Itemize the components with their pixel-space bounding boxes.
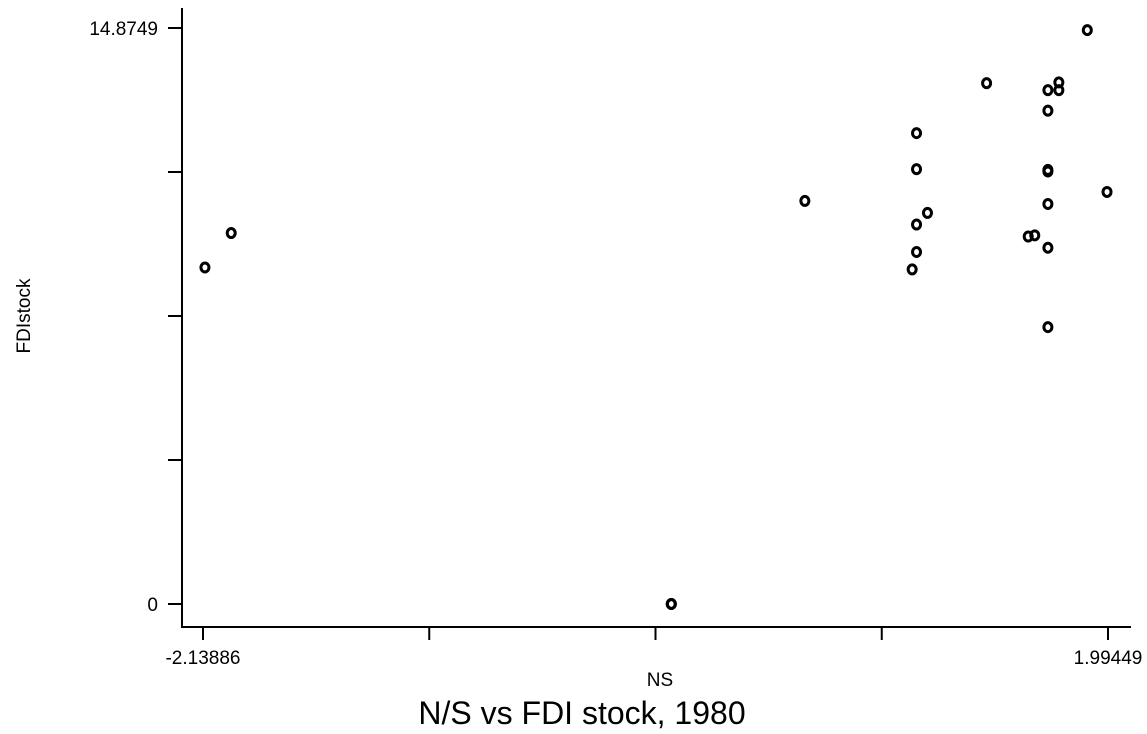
y-ticks: 0 14.8749 (89, 19, 182, 616)
x-tick-label: 1.99449 (1074, 648, 1143, 669)
y-tick-label: 0 (147, 595, 158, 616)
data-point (981, 77, 993, 90)
data-points (199, 24, 1113, 610)
data-point (911, 218, 923, 231)
data-point (1053, 76, 1065, 89)
data-point (1029, 229, 1041, 242)
data-point (1042, 104, 1054, 117)
data-point (799, 194, 811, 207)
data-point (665, 598, 677, 610)
y-axis-title: FDIstock (14, 278, 35, 353)
data-point (921, 206, 933, 219)
data-point (1081, 24, 1093, 37)
data-point (1042, 84, 1054, 97)
chart-title: N/S vs FDI stock, 1980 (418, 695, 745, 731)
data-point (1042, 163, 1054, 176)
data-point (1042, 197, 1054, 210)
y-tick-label: 14.8749 (89, 19, 158, 40)
data-point (911, 246, 923, 259)
axes (181, 8, 1131, 628)
data-point (1042, 321, 1054, 334)
data-point (1042, 241, 1054, 254)
data-point (911, 163, 923, 176)
data-point (911, 127, 923, 140)
data-point (225, 227, 237, 240)
data-point (1101, 185, 1113, 198)
x-axis-title: NS (647, 670, 673, 691)
x-ticks: -2.13886 1.99449 (165, 627, 1142, 669)
data-point (906, 263, 918, 276)
x-tick-label: -2.13886 (165, 648, 240, 669)
data-point (199, 261, 211, 274)
